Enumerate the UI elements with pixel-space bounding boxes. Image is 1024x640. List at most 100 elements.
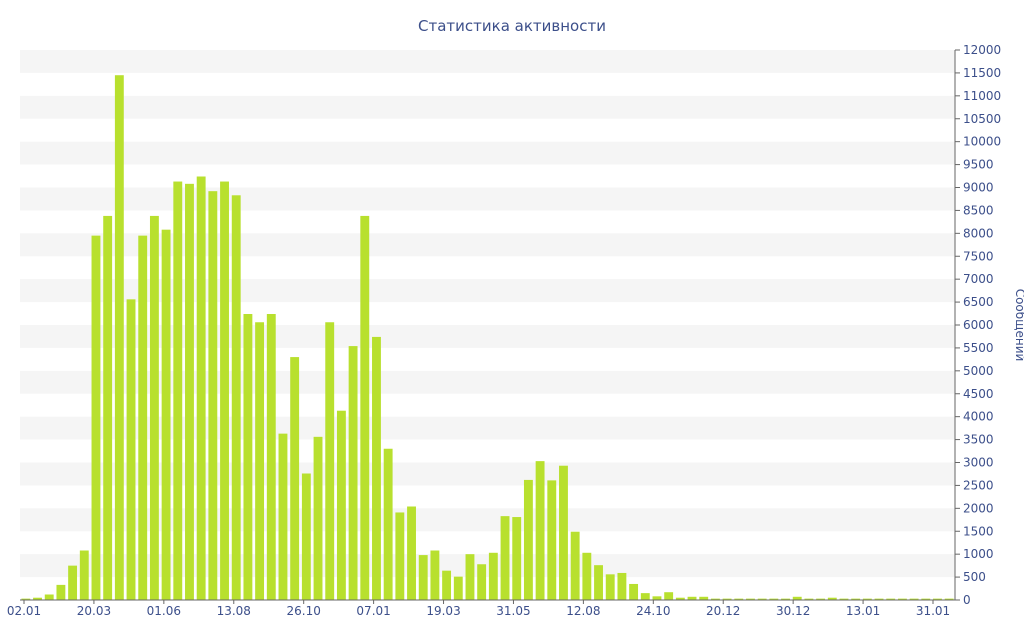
bar bbox=[290, 357, 300, 600]
y-tick-label: 8000 bbox=[963, 226, 994, 240]
bar bbox=[336, 410, 346, 600]
chart-title: Статистика активности bbox=[418, 17, 606, 35]
bar bbox=[220, 181, 229, 601]
x-tick-label: 31.05 bbox=[496, 604, 530, 618]
bar bbox=[710, 598, 720, 601]
y-tick-label: 6500 bbox=[963, 295, 994, 309]
bar bbox=[664, 592, 674, 600]
grid-band bbox=[20, 462, 955, 486]
bar bbox=[348, 346, 358, 600]
y-tick-label: 6000 bbox=[963, 318, 994, 332]
bar bbox=[734, 598, 744, 601]
bar bbox=[243, 314, 253, 600]
y-tick-label: 4000 bbox=[963, 410, 994, 424]
bar bbox=[185, 183, 194, 600]
y-tick-label: 10500 bbox=[963, 112, 1001, 126]
bar bbox=[418, 555, 428, 600]
bar bbox=[722, 598, 732, 601]
y-tick-label: 8500 bbox=[963, 203, 994, 217]
bar bbox=[372, 336, 381, 600]
x-tick-label: 26.10 bbox=[287, 604, 321, 618]
bar bbox=[640, 593, 650, 601]
bar bbox=[231, 195, 241, 601]
bar bbox=[792, 596, 802, 600]
grid-bands bbox=[20, 50, 955, 578]
bar bbox=[383, 448, 393, 600]
bar bbox=[874, 598, 884, 601]
bar bbox=[138, 235, 148, 601]
y-axis-ticks: 0 500 1000 1500 2000 2500 3000 3500 4000 4500 5000… bbox=[955, 43, 1001, 607]
bar bbox=[909, 598, 919, 601]
bar bbox=[827, 597, 837, 600]
y-tick-label: 0 bbox=[963, 593, 971, 607]
bar bbox=[804, 598, 814, 601]
bar bbox=[313, 436, 323, 600]
bar bbox=[851, 598, 861, 601]
x-axis-ticks: 02.01 20.03 01.06 13.08 26.10 07.01 19.03 31.05… bbox=[7, 600, 950, 618]
bar bbox=[21, 598, 31, 601]
y-tick-label: 5500 bbox=[963, 341, 994, 355]
grid-band bbox=[20, 50, 955, 73]
y-tick-label: 5000 bbox=[963, 364, 994, 378]
bar bbox=[523, 479, 533, 600]
bar bbox=[68, 565, 78, 601]
y-axis-label: Сообщений bbox=[1013, 289, 1024, 362]
bar bbox=[582, 552, 592, 600]
x-tick-label: 02.01 bbox=[7, 604, 41, 618]
bar bbox=[477, 564, 487, 600]
bar bbox=[769, 598, 779, 601]
bar bbox=[816, 598, 826, 601]
x-tick-label: 20.12 bbox=[706, 604, 740, 618]
bar bbox=[652, 596, 662, 600]
bar bbox=[570, 531, 580, 600]
bar bbox=[699, 596, 709, 600]
x-tick-label: 13.01 bbox=[846, 604, 880, 618]
bar bbox=[126, 299, 136, 600]
y-tick-label: 7000 bbox=[963, 272, 994, 286]
bar bbox=[442, 570, 452, 600]
grid-band bbox=[20, 554, 955, 578]
x-tick-label: 01.06 bbox=[147, 604, 181, 618]
bar bbox=[512, 517, 522, 600]
bar bbox=[114, 75, 124, 600]
bar bbox=[255, 322, 265, 600]
bar bbox=[933, 598, 942, 601]
y-tick-label: 7500 bbox=[963, 249, 994, 263]
y-tick-label: 9500 bbox=[963, 158, 994, 172]
y-tick-label: 1500 bbox=[963, 524, 994, 538]
bar bbox=[687, 596, 697, 600]
bar bbox=[44, 594, 54, 600]
bar bbox=[278, 433, 288, 601]
bar bbox=[208, 191, 218, 601]
grid-band bbox=[20, 95, 955, 119]
bar bbox=[886, 598, 896, 601]
bar bbox=[360, 215, 370, 601]
bar bbox=[757, 598, 767, 601]
bar bbox=[325, 322, 335, 600]
y-tick-label: 3000 bbox=[963, 456, 994, 470]
bar bbox=[453, 576, 463, 601]
bar bbox=[407, 506, 416, 600]
bar bbox=[617, 572, 627, 600]
grid-band bbox=[20, 370, 955, 394]
x-tick-label: 07.01 bbox=[356, 604, 390, 618]
bar bbox=[605, 574, 615, 600]
grid-band bbox=[20, 279, 955, 303]
bar bbox=[465, 554, 475, 600]
bar bbox=[103, 215, 113, 601]
bar bbox=[173, 181, 183, 601]
bar bbox=[839, 598, 849, 601]
bar bbox=[266, 314, 276, 600]
bar bbox=[196, 176, 206, 600]
bar bbox=[430, 550, 440, 600]
bar bbox=[897, 598, 907, 601]
bar bbox=[559, 465, 568, 600]
bar bbox=[629, 583, 639, 600]
x-tick-label: 19.03 bbox=[426, 604, 460, 618]
bar bbox=[56, 584, 66, 601]
y-tick-label: 2500 bbox=[963, 478, 994, 492]
bar bbox=[944, 598, 954, 601]
grid-band bbox=[20, 325, 955, 348]
bar bbox=[488, 552, 498, 600]
